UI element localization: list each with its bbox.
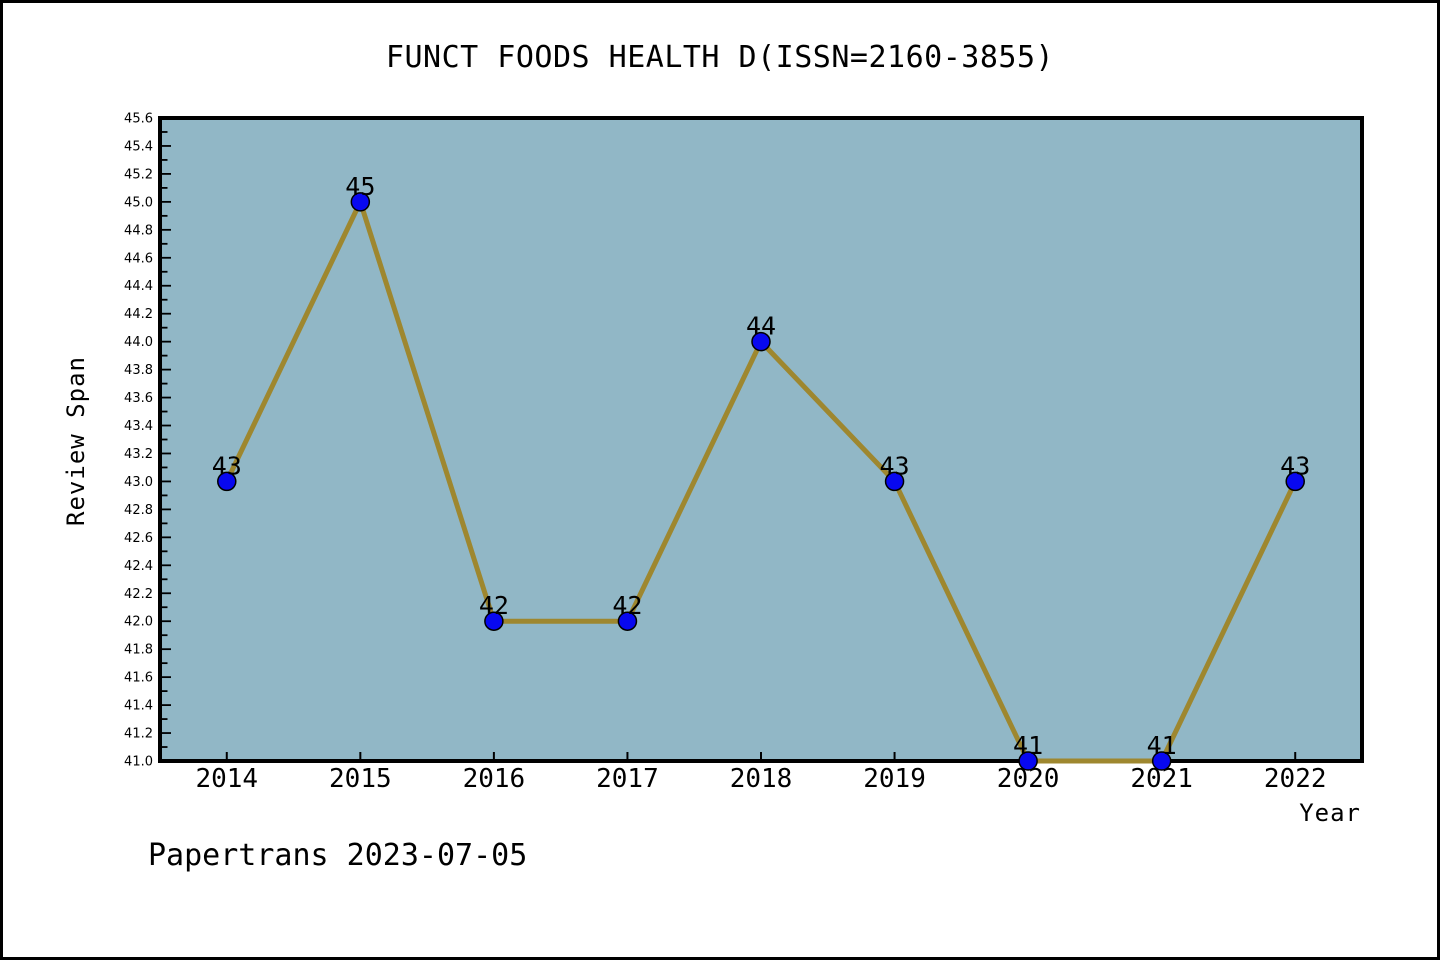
data-point-label: 43: [1280, 451, 1310, 480]
x-tick-label: 2015: [329, 764, 392, 794]
data-point-label: 42: [479, 591, 509, 620]
y-tick-label: 45.6: [124, 112, 153, 127]
y-tick-label: 43.2: [124, 447, 153, 462]
x-tick-label: 2019: [863, 764, 926, 794]
x-axis-title: Year: [1299, 799, 1361, 827]
x-tick-label: 2016: [463, 764, 526, 794]
y-tick-label: 41.0: [124, 755, 153, 770]
y-tick-label: 41.4: [124, 699, 153, 714]
data-point-label: 41: [1147, 731, 1177, 760]
y-tick-label: 42.8: [124, 503, 153, 518]
data-point-label: 45: [345, 172, 375, 201]
y-axis-title: Review Span: [62, 356, 90, 526]
data-point: [751, 331, 771, 352]
x-tick-label: 2014: [195, 764, 258, 794]
y-tick-label: 43.0: [124, 475, 153, 490]
x-tick-label: 2018: [730, 764, 793, 794]
y-tick-label: 42.2: [124, 587, 153, 602]
data-point-label: 42: [612, 591, 642, 620]
data-point-label: 43: [880, 451, 910, 480]
plot-area: [160, 118, 1362, 761]
y-tick-label: 44.4: [124, 279, 153, 294]
chart-title: FUNCT FOODS HEALTH D(ISSN=2160-3855): [385, 40, 1055, 75]
y-tick-label: 44.2: [124, 307, 153, 322]
y-tick-label: 45.0: [124, 195, 153, 210]
y-tick-label: 45.2: [124, 167, 153, 182]
y-tick-label: 44.0: [124, 335, 153, 350]
y-tick-label: 43.6: [124, 391, 153, 406]
y-tick-label: 41.8: [124, 643, 153, 658]
footer-note: Papertrans 2023-07-05: [148, 838, 528, 873]
plot-frame: [158, 116, 1364, 763]
y-tick-label: 41.6: [124, 671, 153, 686]
data-point: [350, 192, 371, 212]
data-point: [1018, 751, 1038, 771]
data-point: [1285, 471, 1305, 492]
data-point: [484, 611, 504, 631]
y-tick-label: 45.4: [124, 139, 153, 154]
data-point: [884, 471, 905, 492]
y-tick-label: 43.8: [124, 363, 153, 378]
y-tick-label: 44.8: [124, 223, 153, 238]
y-tick-label: 42.6: [124, 531, 153, 546]
data-point: [617, 611, 638, 631]
x-tick-label: 2022: [1264, 764, 1327, 794]
y-tick-label: 43.4: [124, 419, 153, 434]
y-tick-label: 42.0: [124, 615, 153, 630]
y-tick-label: 41.2: [124, 727, 153, 742]
data-point: [217, 471, 237, 492]
y-tick-label: 42.4: [124, 559, 153, 574]
data-point-label: 41: [1013, 731, 1043, 760]
x-tick-label: 2017: [596, 764, 659, 794]
data-point-label: 44: [746, 312, 776, 341]
data-point: [1151, 751, 1172, 771]
y-tick-label: 44.6: [124, 251, 153, 266]
data-point-label: 43: [212, 451, 242, 480]
